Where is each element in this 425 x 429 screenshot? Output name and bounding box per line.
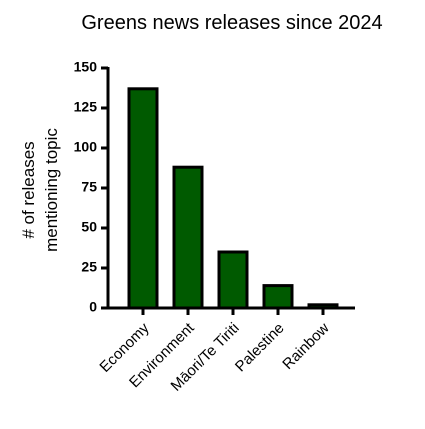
y-axis-label: # of releases bbox=[19, 141, 38, 238]
y-tick-label: 100 bbox=[74, 139, 98, 155]
bar bbox=[217, 250, 249, 310]
y-tick-label: 75 bbox=[81, 179, 97, 195]
bar bbox=[307, 303, 339, 310]
y-tick-label: 0 bbox=[89, 299, 97, 315]
x-tick-label: Rainbow bbox=[279, 320, 332, 373]
x-tick-label: Palestine bbox=[232, 320, 288, 376]
chart-title: Greens news releases since 2024 bbox=[81, 12, 382, 34]
y-axis-label: mentioning topic bbox=[42, 128, 61, 252]
bar bbox=[127, 87, 159, 310]
y-tick-label: 125 bbox=[74, 99, 98, 115]
y-tick-label: 150 bbox=[74, 59, 98, 75]
y-tick-label: 25 bbox=[81, 259, 97, 275]
bar bbox=[172, 165, 204, 310]
bar bbox=[262, 284, 294, 310]
y-tick-label: 50 bbox=[81, 219, 97, 235]
